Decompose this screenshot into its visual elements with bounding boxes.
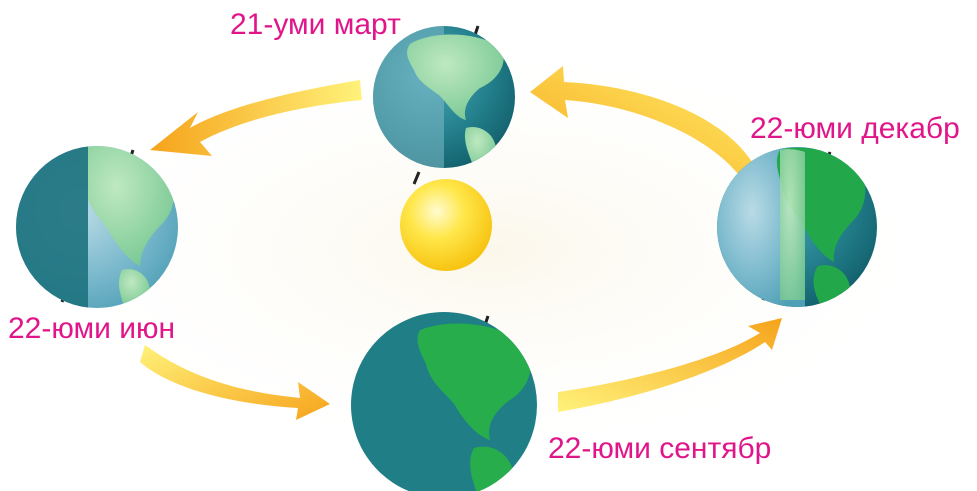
label-september: 22-юми сентябр xyxy=(548,432,772,465)
arrow-march-to-june xyxy=(150,80,362,156)
earth-december xyxy=(717,147,877,307)
arrow-june-to-september xyxy=(140,345,330,420)
label-march: 21-уми март xyxy=(230,8,401,41)
earth-september xyxy=(351,312,537,491)
label-june: 22-юми июн xyxy=(8,312,176,345)
earth-june xyxy=(16,146,178,308)
arrow-december-to-march xyxy=(530,66,762,188)
arrow-september-to-december xyxy=(558,318,782,412)
earth-march xyxy=(373,25,515,185)
sun xyxy=(400,179,492,271)
label-december: 22-юми декабр xyxy=(750,112,960,145)
